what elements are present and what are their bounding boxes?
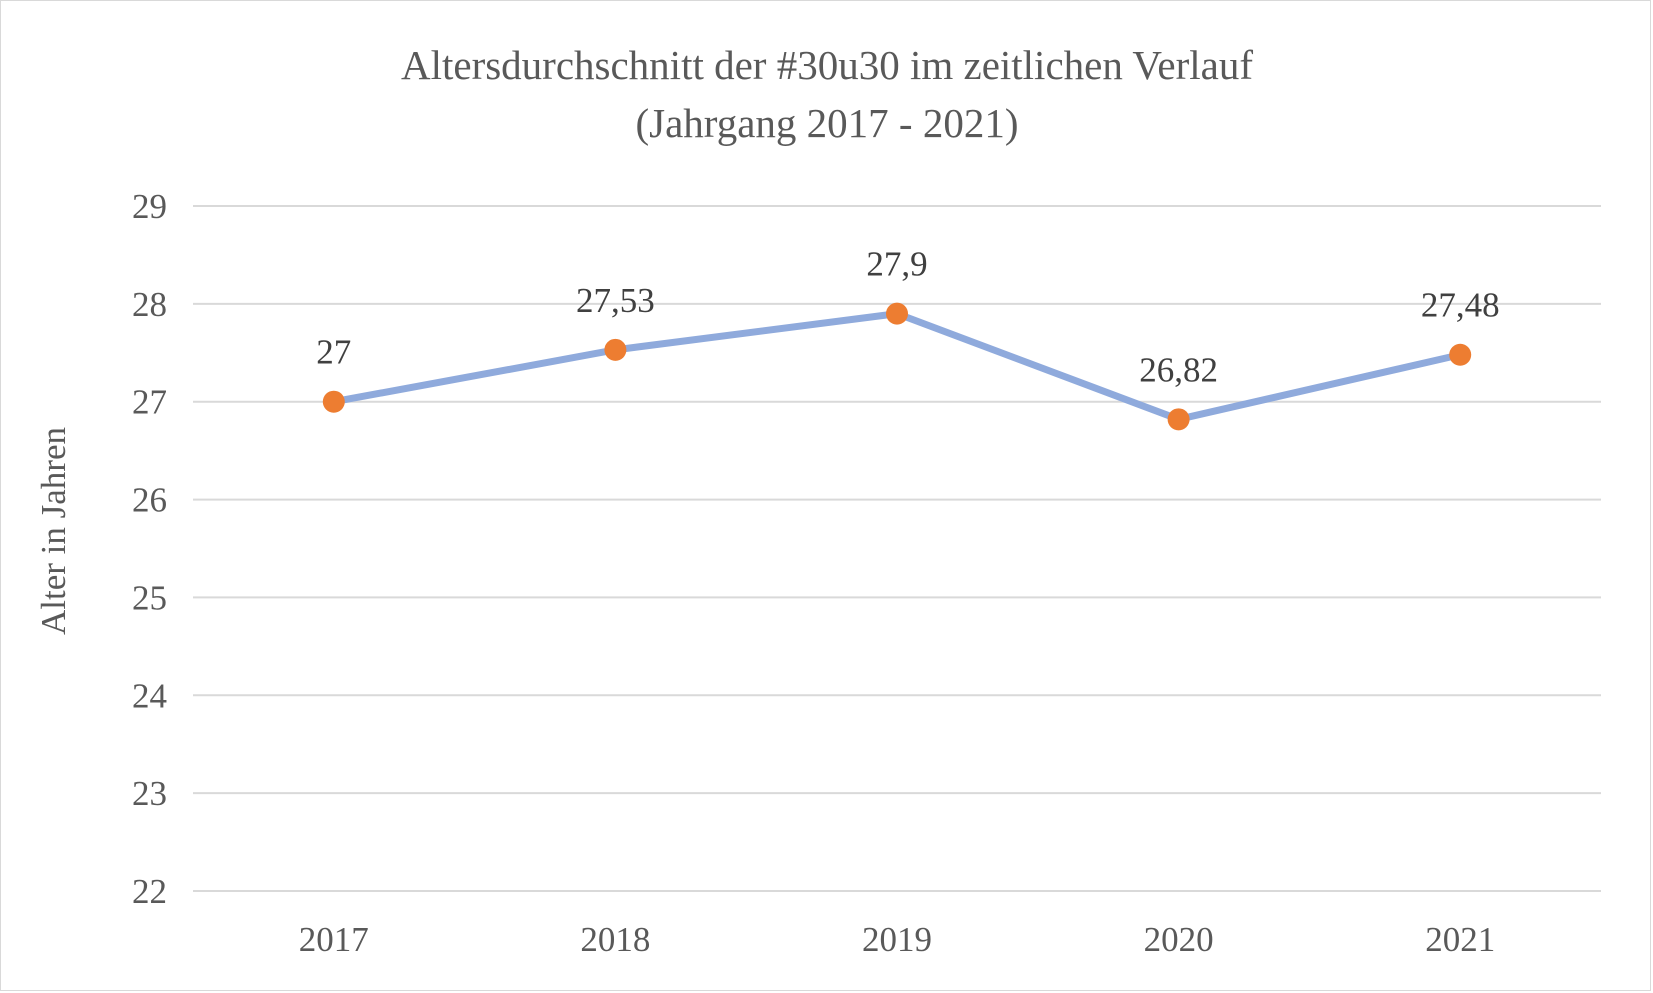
y-tick-label: 22 [132, 872, 167, 911]
y-tick-label: 23 [132, 774, 167, 813]
series-line [330, 310, 1464, 423]
data-label: 26,82 [1139, 350, 1218, 389]
y-tick-label: 28 [132, 285, 167, 324]
data-point [886, 302, 908, 325]
data-labels: 27 27,53 27,9 26,82 27,48 [316, 245, 1499, 390]
data-point [322, 390, 345, 413]
data-label: 27,9 [866, 245, 927, 284]
x-tick-label: 2020 [1144, 920, 1214, 959]
y-tick-label: 29 [132, 187, 167, 226]
x-axis-ticks: 2017 2018 2019 2020 2021 [299, 920, 1495, 959]
x-tick-label: 2019 [862, 920, 932, 959]
data-point [604, 338, 627, 361]
x-tick-label: 2017 [299, 920, 369, 959]
data-label: 27,48 [1421, 286, 1500, 325]
x-tick-label: 2018 [580, 920, 650, 959]
data-label: 27,53 [576, 281, 655, 320]
data-point [1167, 408, 1190, 431]
y-tick-label: 27 [132, 383, 167, 422]
data-point [1449, 343, 1472, 366]
chart-subtitle: (Jahrgang 2017 - 2021) [636, 100, 1019, 146]
y-tick-label: 26 [132, 481, 167, 520]
y-tick-label: 25 [132, 578, 167, 617]
y-axis-ticks: 22 23 24 25 26 27 28 29 [132, 187, 167, 911]
gridlines [193, 205, 1601, 892]
y-tick-label: 24 [132, 676, 167, 715]
y-axis-title: Alter in Jahren [34, 427, 73, 635]
x-tick-label: 2021 [1425, 920, 1495, 959]
series-group [322, 302, 1472, 431]
data-label: 27 [316, 333, 351, 372]
chart-title: Altersdurchschnitt der #30u30 im zeitlic… [401, 42, 1253, 88]
